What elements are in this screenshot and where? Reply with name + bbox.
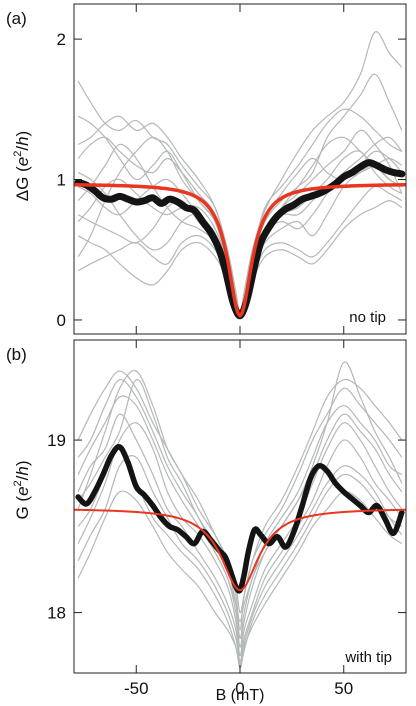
panel-a-ylabel-part-3: 2 — [12, 151, 24, 157]
panel-a-ytick-label-2: 1 — [57, 171, 66, 190]
panel-a-plot-layer — [74, 31, 406, 320]
panel-b-trace-8 — [77, 395, 403, 622]
panel-a-ylabel-part-6: ) — [13, 131, 32, 137]
panel-b-ylabel-part-3: 2 — [12, 480, 24, 486]
panel-a-y-axis-label: ΔG (e2/h) — [12, 131, 32, 201]
panel-b-label: (b) — [6, 345, 27, 364]
panel-b-xtick-label-1: -50 — [124, 679, 149, 698]
panel-b-ylabel-part-5: h — [13, 466, 32, 475]
panel-b-trace-10 — [77, 379, 403, 640]
panel-b-plot-layer — [74, 361, 406, 669]
panel-a-ytick-label-3: 2 — [57, 30, 66, 49]
panel-b-ytick-label-1: 18 — [47, 604, 66, 623]
panel-a-ylabel-part-1: ΔG ( — [13, 166, 32, 201]
panel-a-label: (a) — [6, 9, 27, 28]
panel-a-ylabel-part-5: h — [13, 136, 32, 145]
panel-b-ylabel-part-4: / — [13, 475, 32, 480]
panel-b-trace-1 — [77, 369, 403, 631]
panel-b-trace-2 — [77, 361, 403, 648]
panel-b-ylabel-part-2: e — [13, 486, 32, 495]
panel-a-trace-12 — [77, 157, 403, 315]
panel-a-annotation: no tip — [349, 309, 386, 326]
panel-b-y-axis-label: G (e2/h) — [12, 460, 32, 519]
panel-b-trace-4 — [77, 413, 403, 665]
panel-b: (b) 18 19 -50 0 50 G (e2/h) with tip B (mT) — [6, 339, 407, 704]
panel-b-ylabel-part-6: ) — [13, 460, 32, 466]
panel-a-trace-11 — [77, 108, 403, 314]
panel-b-ylabel-part-1: G ( — [13, 496, 32, 520]
panel-a-fit-curve — [74, 183, 406, 318]
panel-a-trace-2 — [77, 73, 403, 315]
panel-b-trace-3 — [77, 422, 403, 657]
panel-b-ytick-label-2: 19 — [47, 431, 66, 450]
panel-a-ticks: 0 1 2 — [57, 4, 406, 334]
panel-b-ticks: 18 19 -50 0 50 — [47, 340, 406, 698]
panel-b-annotation: with tip — [344, 649, 392, 666]
panel-b-frame — [73, 339, 407, 674]
panel-b-trace-7 — [77, 448, 403, 669]
panel-a-trace-9 — [77, 136, 403, 315]
panel-a-ytick-label-1: 0 — [57, 311, 66, 330]
panel-a-trace-5 — [77, 164, 403, 317]
panel-a-ylabel-part-2: e — [13, 157, 32, 166]
panel-b-trace-5 — [77, 455, 403, 662]
panel-a-ylabel-part-4: / — [13, 146, 32, 151]
panel-b-fit-curve — [74, 508, 406, 592]
panel-a: (a) 012 ΔG (e2/h) no tip — [6, 3, 407, 335]
panel-b-trace-6 — [77, 370, 403, 614]
panel-a-trace-10 — [77, 200, 403, 317]
panel-a-trace-6 — [77, 185, 403, 315]
x-axis-label: B (mT) — [216, 687, 265, 704]
panel-b-xtick-label-2: 0 — [235, 679, 244, 698]
panel-a-trace-7 — [77, 115, 403, 315]
panel-b-xtick-label-3: 50 — [334, 679, 353, 698]
